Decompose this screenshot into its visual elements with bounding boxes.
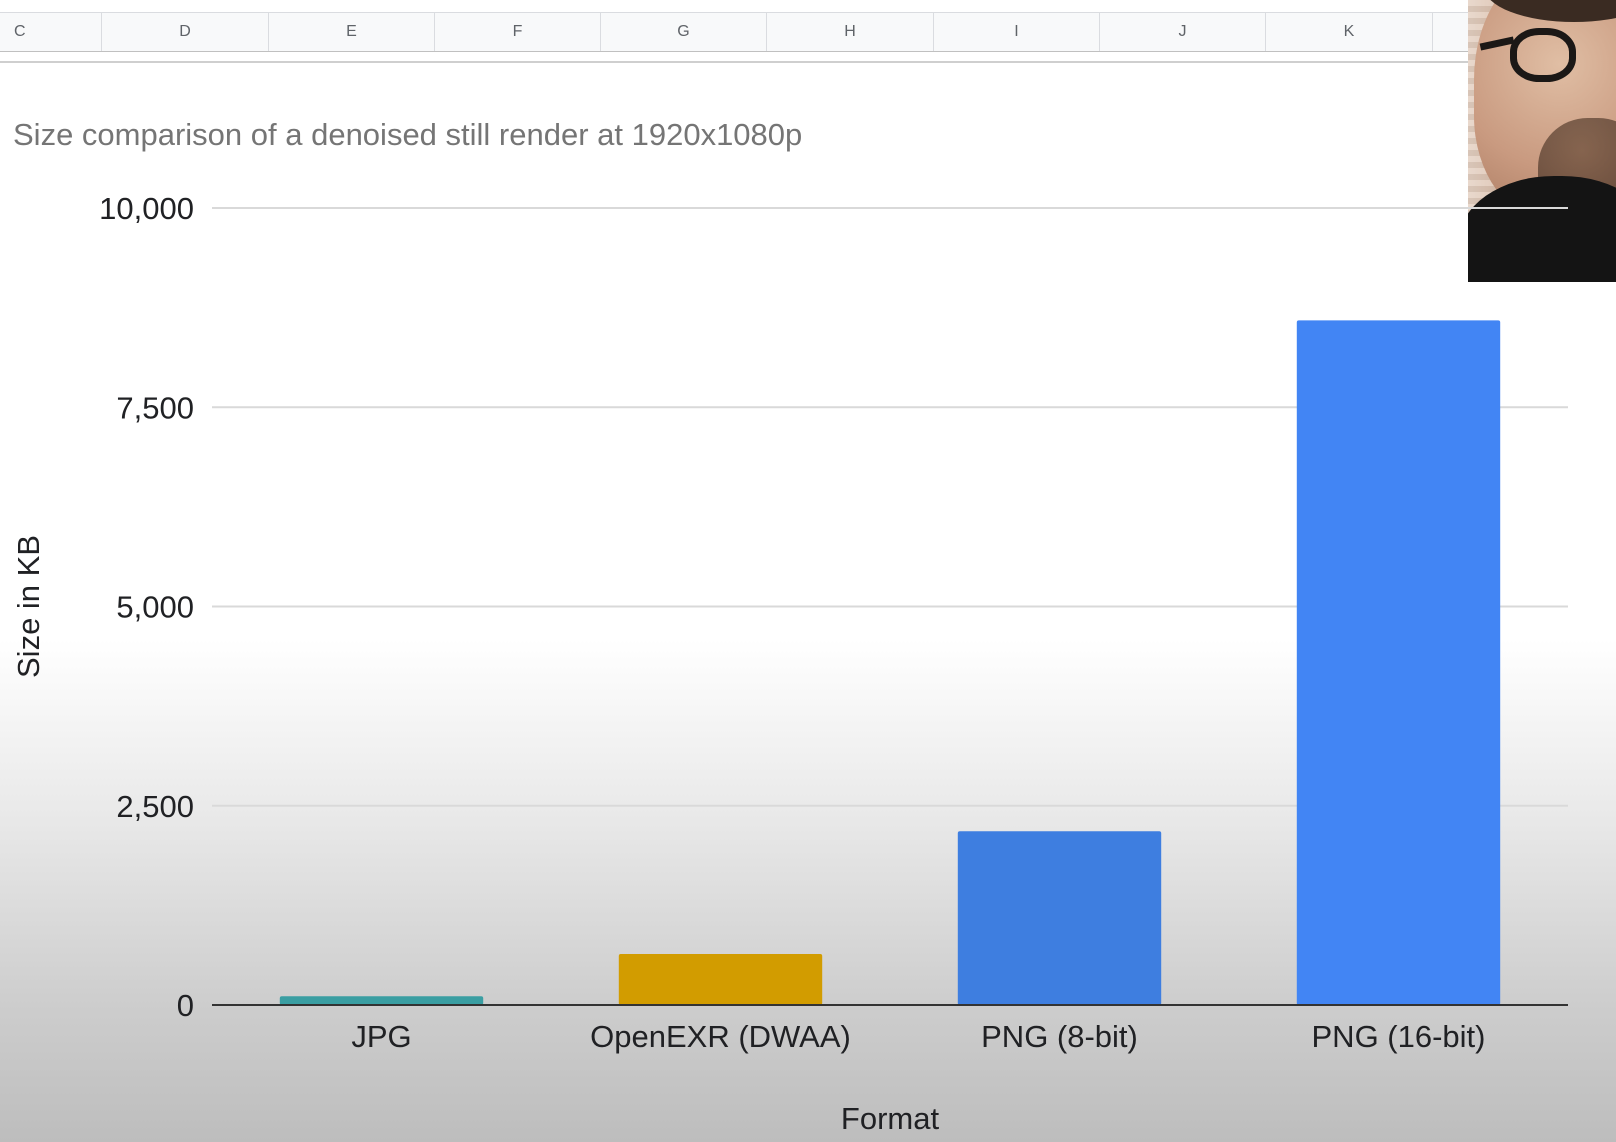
spreadsheet-row [0, 51, 1468, 63]
y-tick-label: 5,000 [116, 590, 194, 625]
bar-openexr-dwaa[interactable] [618, 953, 823, 1005]
column-header-j[interactable]: J [1100, 13, 1266, 51]
x-axis-tick-labels: JPG OpenEXR (DWAA) PNG (8-bit) PNG (16-bit) [351, 1019, 1485, 1054]
column-header-h[interactable]: H [767, 13, 934, 51]
column-header-c[interactable]: C [0, 13, 102, 51]
y-axis-tick-labels: 0 2,500 5,000 7,500 10,000 [99, 191, 194, 1023]
webcam-overlay [1468, 0, 1616, 282]
bar-jpg[interactable] [279, 996, 484, 1005]
y-axis-title: Size in KB [11, 535, 46, 678]
bar-png-8-bit[interactable] [957, 831, 1162, 1005]
column-header-f[interactable]: F [435, 13, 601, 51]
x-tick-label: PNG (16-bit) [1312, 1019, 1486, 1054]
glasses-icon [1510, 28, 1576, 82]
y-tick-label: 0 [177, 988, 194, 1023]
x-tick-label: OpenEXR (DWAA) [590, 1019, 851, 1054]
bar-png-16-bit[interactable] [1296, 320, 1501, 1005]
column-header-d[interactable]: D [102, 13, 269, 51]
bars [279, 320, 1501, 1005]
column-header-e[interactable]: E [269, 13, 435, 51]
x-tick-label: JPG [351, 1019, 411, 1054]
y-tick-label: 10,000 [99, 191, 194, 226]
chart-title: Size comparison of a denoised still rend… [13, 117, 803, 152]
y-tick-label: 7,500 [116, 390, 194, 425]
y-tick-label: 2,500 [116, 789, 194, 824]
column-header-k[interactable]: K [1266, 13, 1433, 51]
x-tick-label: PNG (8-bit) [981, 1019, 1138, 1054]
column-header-g[interactable]: G [601, 13, 767, 51]
x-axis-title: Format [841, 1101, 940, 1136]
column-header-i[interactable]: I [934, 13, 1100, 51]
presenter-shirt [1468, 176, 1616, 282]
